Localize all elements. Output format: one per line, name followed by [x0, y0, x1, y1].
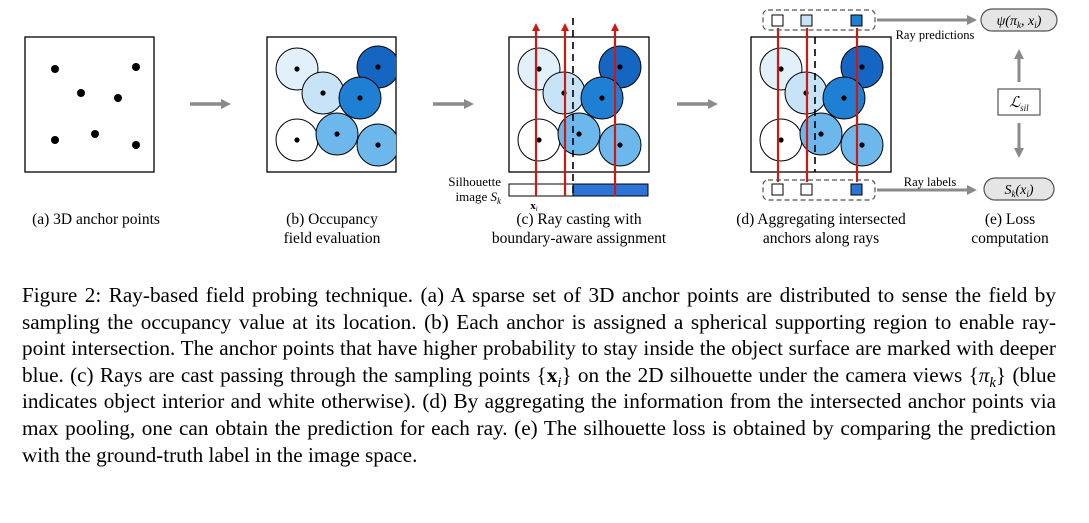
label-group: [762, 179, 876, 201]
caption-math-x: x: [546, 362, 558, 387]
panel-b: (b) Occupancy field evaluation: [266, 36, 397, 247]
anchor-point: [51, 136, 59, 144]
figure-diagram: (a) 3D anchor points (b) Occupancy field…: [24, 8, 1058, 247]
caption-math-pi-sub: k: [989, 375, 996, 392]
sample-point-label: xi: [530, 200, 538, 213]
panel-d-caption-line1: (d) Aggregating intersected: [736, 211, 906, 228]
silhouette-label-line2: image Sk: [455, 189, 502, 206]
figure-caption: Figure 2: Ray-based field probing techni…: [22, 282, 1056, 468]
pred-cell-light: [800, 14, 813, 27]
ground-truth-formula: Sk(xi): [1004, 183, 1033, 199]
panel-c-caption-line1: (c) Ray casting with: [516, 211, 642, 228]
anchor-point: [375, 142, 381, 148]
anchor-point: [617, 142, 623, 148]
panel-a-caption: (a) 3D anchor points: [32, 211, 160, 228]
panel-d: (d) Aggregating intersected anchors alon…: [736, 9, 906, 247]
anchor-point: [536, 66, 542, 72]
anchor-point: [77, 89, 85, 97]
anchor-point: [778, 66, 784, 72]
ray-labels-label: Ray labels: [904, 175, 957, 189]
caption-text-2: } on the 2D silhouette under the camera …: [561, 362, 979, 387]
anchor-point: [599, 95, 605, 101]
panel-c-caption-line2: boundary-aware assignment: [492, 230, 667, 247]
anchor-point: [294, 66, 300, 72]
anchor-point: [91, 130, 99, 138]
panel-e-caption-line1: (e) Loss: [985, 211, 1035, 228]
anchor-point: [294, 137, 300, 143]
anchor-point: [536, 137, 542, 143]
caption-label: Figure 2:: [22, 283, 102, 307]
anchor-point: [841, 95, 847, 101]
panel-a-box: [24, 36, 155, 173]
gt-cell-white: [771, 183, 784, 196]
ground-truth-box: [983, 177, 1055, 201]
panel-a: (a) 3D anchor points: [24, 36, 160, 228]
silhouette-bar-blue: [572, 183, 649, 197]
silhouette-label-line1: Silhouette: [448, 174, 501, 189]
anchor-point: [617, 64, 623, 70]
pred-cell-dark: [850, 14, 863, 27]
anchor-point: [51, 65, 59, 73]
prediction-formula: ψ(πk, xi): [997, 14, 1042, 30]
panel-b-caption-line2: field evaluation: [284, 230, 381, 247]
caption-math-pi: π: [978, 362, 990, 387]
prediction-box: [980, 8, 1058, 32]
anchor-point: [132, 63, 140, 71]
pred-cell-white: [771, 14, 784, 27]
panel-e-caption-line2: computation: [971, 230, 1049, 247]
caption-text-3: } (blue indicates object interior and wh…: [22, 362, 1056, 467]
anchor-point: [132, 141, 140, 149]
anchor-point: [320, 90, 326, 96]
anchor-point: [818, 131, 824, 137]
anchor-point: [375, 64, 381, 70]
caption-math-x-sub: i: [557, 375, 562, 392]
loss-formula: ℒsil: [1009, 95, 1029, 113]
panel-d-caption-line2: anchors along rays: [763, 230, 879, 247]
anchor-point: [778, 137, 784, 143]
prediction-group: [762, 9, 876, 31]
loss-box: [997, 88, 1041, 116]
gt-cell-blue: [850, 183, 863, 196]
anchor-point: [576, 131, 582, 137]
anchor-point: [357, 95, 363, 101]
anchor-point: [859, 64, 865, 70]
anchor-point: [114, 94, 122, 102]
panel-b-caption-line1: (b) Occupancy: [286, 211, 378, 228]
gt-cell-white: [800, 183, 813, 196]
panel-e: Ray predictions Ray labels ψ(πk, xi) ℒsi…: [877, 8, 1058, 247]
anchor-point: [334, 131, 340, 137]
silhouette-bar-white: [508, 183, 574, 197]
anchor-point: [859, 142, 865, 148]
panel-c: Silhouette image Sk xi (c) Ray casting w…: [448, 18, 667, 247]
caption-text-1: Ray-based field probing technique. (a) A…: [22, 283, 1056, 387]
ray-predictions-label: Ray predictions: [896, 28, 975, 42]
